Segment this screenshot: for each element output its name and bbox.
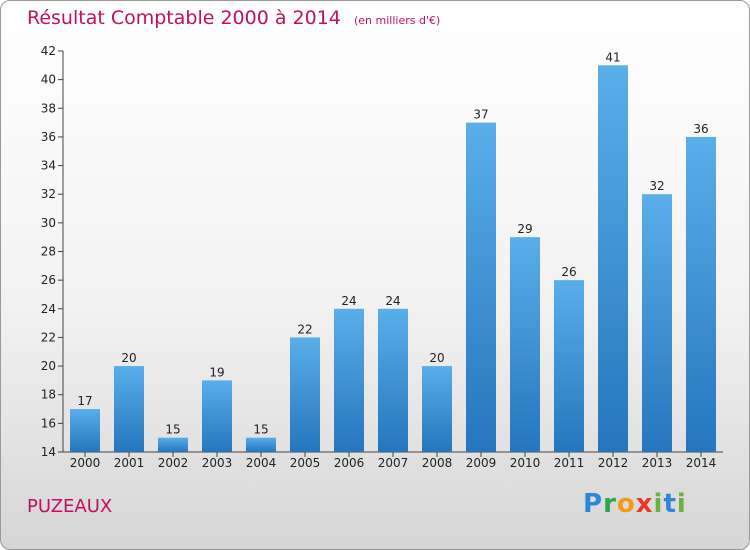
data-label: 37 [473,108,488,122]
y-tick-label: 34 [41,159,56,173]
data-label: 20 [121,351,136,365]
data-label: 36 [693,122,708,136]
data-label: 15 [253,423,268,437]
x-tick-label: 2007 [378,456,409,470]
y-tick-label: 26 [41,273,56,287]
data-label: 41 [605,50,620,64]
x-tick-label: 2012 [598,456,629,470]
y-tick-label: 40 [41,73,56,87]
logo-letter: r [603,489,617,519]
x-tick-label: 2010 [510,456,541,470]
y-tick-label: 38 [41,101,56,115]
bar [158,437,188,452]
data-label: 15 [165,423,180,437]
x-tick-label: 2003 [202,456,233,470]
x-tick-label: 2001 [114,456,145,470]
bar [422,366,452,452]
chart-unit: (en milliers d'€) [353,14,441,27]
y-tick-label: 16 [41,416,56,430]
data-label: 19 [209,365,224,379]
y-tick-label: 36 [41,130,56,144]
y-tick-label: 30 [41,216,56,230]
y-tick-label: 14 [41,445,56,459]
y-tick-label: 22 [41,330,56,344]
logo-letter: x [635,489,654,519]
proxiti-logo: Proxiti [583,489,687,519]
bar [378,308,408,452]
x-tick-label: 2008 [422,456,453,470]
x-tick-label: 2014 [686,456,717,470]
data-label: 22 [297,322,312,336]
x-tick-label: 2000 [70,456,101,470]
bar [554,280,584,452]
chart-title-block: Résultat Comptable 2000 à 2014 (en milli… [27,7,440,29]
data-label: 32 [649,179,664,193]
logo-letter: t [663,489,677,519]
logo-letter: i [676,489,687,519]
y-tick-label: 32 [41,187,56,201]
bar [70,409,100,452]
bar [598,65,628,453]
bar [510,237,540,452]
place-name: PUZEAUX [27,496,113,517]
data-label: 24 [385,294,400,308]
y-tick-label: 18 [41,388,56,402]
bar [114,366,144,452]
data-label: 20 [429,351,444,365]
x-tick-label: 2002 [158,456,189,470]
y-tick-label: 28 [41,245,56,259]
data-label: 26 [561,265,576,279]
x-tick-label: 2004 [246,456,277,470]
bar [202,380,232,452]
y-tick-label: 24 [41,302,56,316]
x-tick-label: 2006 [334,456,365,470]
bar [334,308,364,452]
logo-letter: o [616,489,636,519]
x-tick-label: 2005 [290,456,321,470]
logo-letter: i [653,489,664,519]
y-tick-label: 42 [41,44,56,58]
x-tick-label: 2009 [466,456,497,470]
data-label: 17 [77,394,92,408]
bar [686,136,716,452]
bar [246,437,276,452]
y-tick-label: 20 [41,359,56,373]
bar [290,337,320,452]
data-label: 29 [517,222,532,236]
bar [466,122,496,452]
data-label: 24 [341,294,356,308]
chart-title: Résultat Comptable 2000 à 2014 [27,7,341,29]
x-tick-label: 2011 [554,456,585,470]
x-tick-label: 2013 [642,456,673,470]
bar [642,194,672,452]
logo-letter: P [583,489,604,519]
